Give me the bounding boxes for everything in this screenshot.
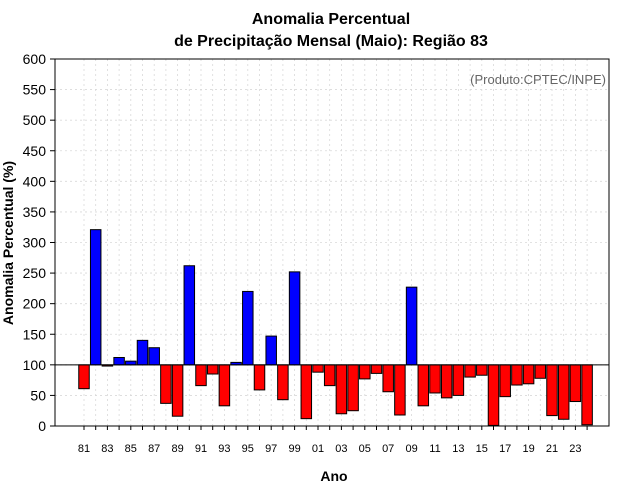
bar-06 <box>370 364 383 374</box>
x-tick-label: 91 <box>195 443 207 455</box>
bar-12 <box>440 364 453 399</box>
bar-00 <box>300 364 313 420</box>
bar-95 <box>242 290 254 366</box>
bar-15 <box>476 364 488 376</box>
bar-21 <box>546 364 558 417</box>
x-tick-label: 81 <box>78 443 90 455</box>
credit-label: (Produto:CPTEC/INPE) <box>470 72 606 87</box>
bar-13 <box>452 364 465 396</box>
bar-04 <box>347 364 359 412</box>
bars <box>78 229 593 426</box>
bar-81 <box>78 364 90 390</box>
y-tick-label: 200 <box>23 296 47 312</box>
bar-09 <box>405 286 418 366</box>
x-tick-label: 95 <box>242 443 254 455</box>
bar-90 <box>183 265 196 366</box>
x-tick-label: 23 <box>569 443 581 455</box>
x-tick-label: 05 <box>359 443 371 455</box>
x-tick-label: 87 <box>148 443 160 455</box>
x-tick-label: 13 <box>452 443 464 455</box>
bar-14 <box>464 364 476 378</box>
bar-87 <box>148 347 160 366</box>
y-tick-label: 550 <box>23 82 47 98</box>
y-tick-label: 0 <box>38 418 46 434</box>
y-axis-title: Anomalia Percentual (%) <box>0 161 16 325</box>
bar-16 <box>487 364 500 426</box>
y-tick-label: 300 <box>23 235 47 251</box>
bar-86 <box>136 339 149 366</box>
bar-18 <box>511 364 523 386</box>
x-tick-label: 17 <box>499 443 511 455</box>
bar-17 <box>499 364 511 398</box>
bar-11 <box>429 364 441 394</box>
y-tick-label: 600 <box>23 51 47 67</box>
bar-97 <box>265 335 277 366</box>
y-tick-label: 400 <box>23 173 47 189</box>
y-tick-label: 100 <box>23 357 47 373</box>
x-tick-label: 99 <box>288 443 300 455</box>
y-axis: 0 50 100 150 200 250 300 350 400 450 500 550 600 <box>23 51 55 434</box>
bar-89 <box>171 364 184 417</box>
bar-19 <box>522 364 535 385</box>
bar-02 <box>323 364 336 387</box>
bar-05 <box>359 364 371 380</box>
bar-07 <box>382 364 394 393</box>
x-tick-label: 11 <box>429 443 440 455</box>
bar-82 <box>89 229 102 366</box>
chart-title: Anomalia Percentual <box>252 11 410 28</box>
bar-85 <box>125 360 137 366</box>
chart-subtitle: de Precipitação Mensal (Maio): Região 83 <box>174 33 488 50</box>
x-tick-label: 15 <box>476 443 488 455</box>
x-tick-label: 09 <box>405 443 417 455</box>
y-tick-label: 500 <box>23 112 47 128</box>
bar-23 <box>569 364 582 403</box>
bar-91 <box>195 364 207 387</box>
bar-22 <box>557 364 570 420</box>
x-tick-label: 83 <box>101 443 113 455</box>
bar-88 <box>160 364 172 404</box>
y-tick-label: 150 <box>23 326 47 342</box>
x-tick-label: 01 <box>312 443 324 455</box>
bar-99 <box>288 271 301 366</box>
x-tick-label: 03 <box>335 443 347 455</box>
x-tick-label: 85 <box>125 443 137 455</box>
bar-93 <box>218 364 231 407</box>
bar-03 <box>335 364 348 415</box>
bar-10 <box>417 364 430 407</box>
bar-96 <box>253 364 266 391</box>
bar-08 <box>394 364 406 416</box>
x-tick-label: 07 <box>382 443 394 455</box>
bar-84 <box>113 356 125 366</box>
x-tick-label: 21 <box>546 443 558 455</box>
bar-01 <box>312 364 324 373</box>
bar-24 <box>581 364 593 426</box>
x-tick-label: 89 <box>171 443 183 455</box>
y-tick-label: 350 <box>23 204 47 220</box>
x-axis-title: Ano <box>320 468 347 484</box>
x-axis: 81 83 85 87 89 91 93 95 97 99 01 03 05 07 09 11 13 15 17 19… <box>78 426 588 455</box>
y-tick-label: 450 <box>23 143 47 159</box>
x-tick-label: 19 <box>522 443 534 455</box>
y-tick-label: 250 <box>23 265 47 281</box>
bar-98 <box>277 364 289 401</box>
y-tick-label: 50 <box>30 387 46 403</box>
bar-92 <box>206 364 219 375</box>
bar-20 <box>534 364 547 379</box>
x-tick-label: 97 <box>265 443 277 455</box>
x-tick-label: 93 <box>218 443 230 455</box>
